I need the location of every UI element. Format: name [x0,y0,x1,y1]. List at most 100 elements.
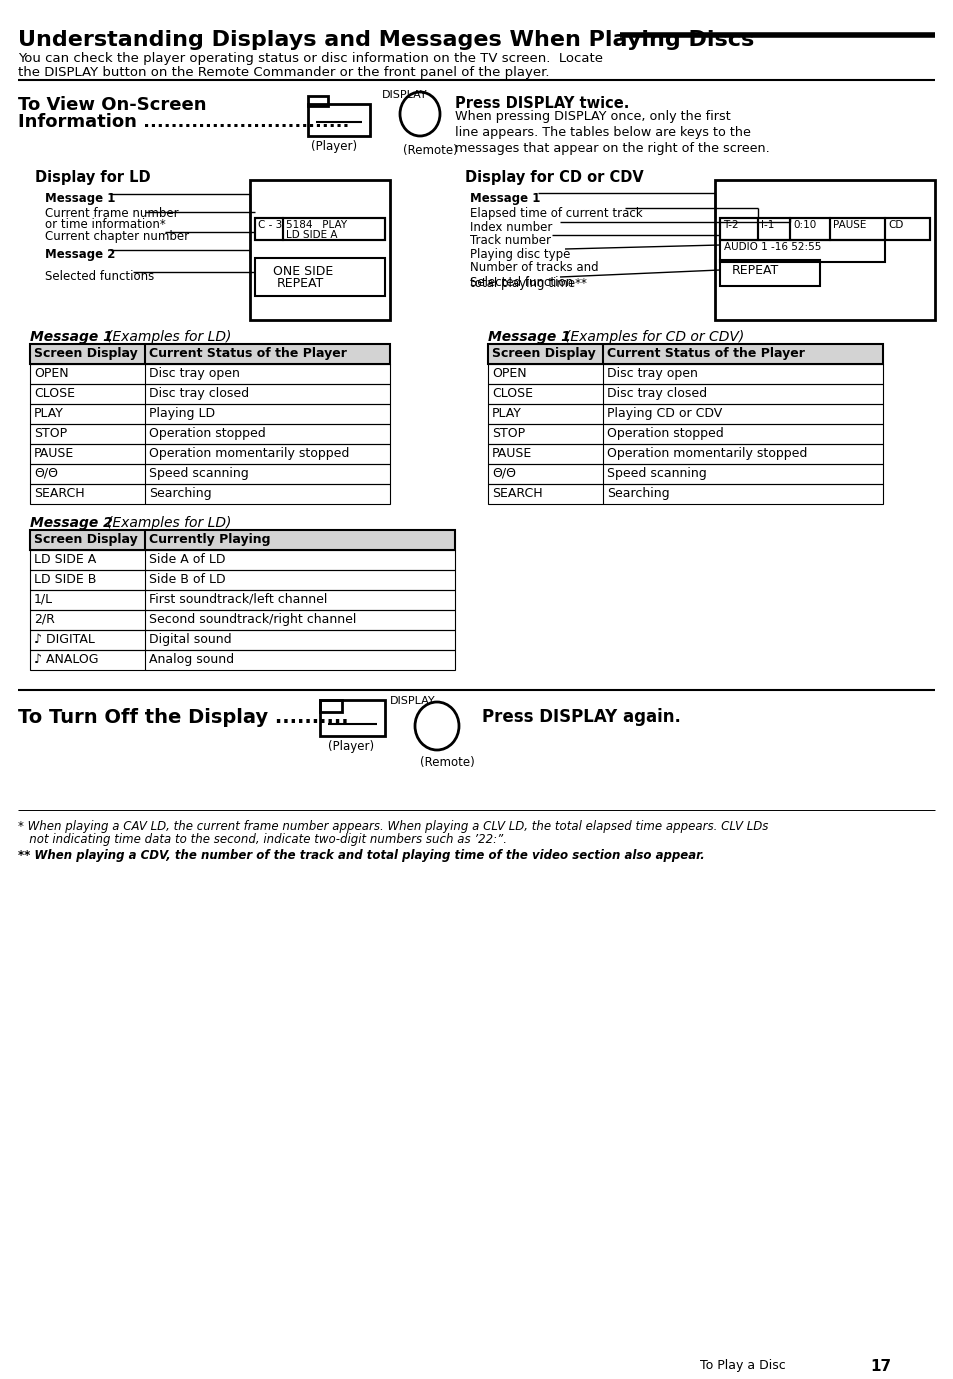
Text: Searching: Searching [149,487,212,501]
Text: First soundtrack/left channel: First soundtrack/left channel [149,593,327,605]
Text: (Remote): (Remote) [419,756,475,769]
Text: Screen Display: Screen Display [492,348,595,360]
Bar [714,181,934,320]
Text: ** When playing a CDV, the number of the track and total playing time of the vid: ** When playing a CDV, the number of the… [18,849,704,862]
Text: Index number: Index number [470,221,552,234]
Text: Current Status of the Player: Current Status of the Player [606,348,804,360]
Bar [30,343,390,364]
Bar [488,364,882,383]
Bar [308,103,370,137]
Bar [720,218,929,240]
Text: Message 1: Message 1 [470,192,539,205]
Text: PAUSE: PAUSE [492,447,532,461]
Text: Message 1: Message 1 [45,192,115,205]
Bar [829,218,884,240]
Text: CLOSE: CLOSE [492,387,533,400]
Text: 1/L: 1/L [34,593,53,605]
Text: Disc tray closed: Disc tray closed [149,387,249,400]
Bar [30,463,390,484]
Bar [789,218,829,240]
Text: Message 2: Message 2 [30,516,112,530]
Text: DISPLAY: DISPLAY [390,696,436,706]
Text: PLAY: PLAY [34,407,64,421]
Text: PLAY: PLAY [492,407,521,421]
Bar [488,484,882,503]
Text: Display for LD: Display for LD [35,170,151,185]
Text: Understanding Displays and Messages When Playing Discs: Understanding Displays and Messages When… [18,30,754,50]
Text: Current chapter number: Current chapter number [45,230,189,243]
Text: Operation stopped: Operation stopped [606,427,723,440]
Bar [720,261,820,285]
Bar [30,364,390,383]
Text: Press DISPLAY twice.: Press DISPLAY twice. [455,97,629,110]
Text: LD SIDE B: LD SIDE B [34,574,96,586]
Text: I-1: I-1 [760,221,774,230]
Text: STOP: STOP [492,427,524,440]
Text: Screen Display: Screen Display [34,348,137,360]
Text: Disc tray closed: Disc tray closed [606,387,706,400]
Text: Selected function: Selected function [470,276,573,290]
Text: Speed scanning: Speed scanning [149,467,249,480]
Text: Speed scanning: Speed scanning [606,467,706,480]
Text: OPEN: OPEN [34,367,69,381]
Text: Second soundtrack/right channel: Second soundtrack/right channel [149,614,356,626]
Text: ONE SIDE: ONE SIDE [273,265,333,279]
Text: ♪ ANALOG: ♪ ANALOG [34,654,98,666]
Text: Playing LD: Playing LD [149,407,214,421]
Text: To Play a Disc: To Play a Disc [700,1358,785,1372]
Text: To View On-Screen: To View On-Screen [18,97,206,114]
Text: Operation momentarily stopped: Operation momentarily stopped [606,447,806,461]
Text: ♪ DIGITAL: ♪ DIGITAL [34,633,94,645]
Text: * When playing a CAV LD, the current frame number appears. When playing a CLV LD: * When playing a CAV LD, the current fra… [18,821,767,833]
Text: STOP: STOP [34,427,67,440]
Text: Playing CD or CDV: Playing CD or CDV [606,407,721,421]
Bar [30,423,390,444]
Text: Θ/Θ: Θ/Θ [34,467,58,480]
Bar [283,218,385,240]
Bar [30,590,455,610]
Bar [30,650,455,670]
Text: Selected functions: Selected functions [45,270,154,283]
Bar [254,258,385,296]
Text: REPEAT: REPEAT [731,263,779,277]
Text: (Examples for LD): (Examples for LD) [107,330,232,343]
Text: Side B of LD: Side B of LD [149,574,226,586]
Text: (Player): (Player) [311,141,356,153]
Text: To Turn Off the Display ..........: To Turn Off the Display .......... [18,707,348,727]
Text: PAUSE: PAUSE [34,447,74,461]
Text: (Player): (Player) [328,741,374,753]
Bar [30,610,455,630]
Text: (Examples for CD or CDV): (Examples for CD or CDV) [564,330,743,343]
Text: Message 2: Message 2 [45,248,115,261]
Bar [250,181,390,320]
Text: DISPLAY: DISPLAY [381,90,427,101]
Bar [254,218,385,240]
Text: Θ/Θ: Θ/Θ [492,467,516,480]
Bar [30,404,390,423]
Text: Current frame number: Current frame number [45,207,178,221]
Text: LD SIDE A: LD SIDE A [286,230,337,240]
Bar [720,240,884,262]
Text: 17: 17 [869,1358,890,1373]
Text: Disc tray open: Disc tray open [606,367,698,381]
Text: When pressing DISPLAY once, only the first
line appears. The tables below are ke: When pressing DISPLAY once, only the fir… [455,110,769,154]
Text: Playing disc type: Playing disc type [470,248,570,261]
Text: PAUSE: PAUSE [832,221,865,230]
Bar [488,423,882,444]
Text: Screen Display: Screen Display [34,534,137,546]
Text: Searching: Searching [606,487,669,501]
Bar [488,404,882,423]
Text: CLOSE: CLOSE [34,387,75,400]
Bar [319,701,341,712]
Text: Operation momentarily stopped: Operation momentarily stopped [149,447,349,461]
Text: REPEAT: REPEAT [276,277,324,290]
Bar [488,383,882,404]
Bar [720,218,758,240]
Text: Operation stopped: Operation stopped [149,427,266,440]
Text: Display for CD or CDV: Display for CD or CDV [464,170,643,185]
Bar [884,218,929,240]
Bar [30,550,455,570]
Bar [254,218,283,240]
Bar [30,630,455,650]
Text: Currently Playing: Currently Playing [149,534,271,546]
